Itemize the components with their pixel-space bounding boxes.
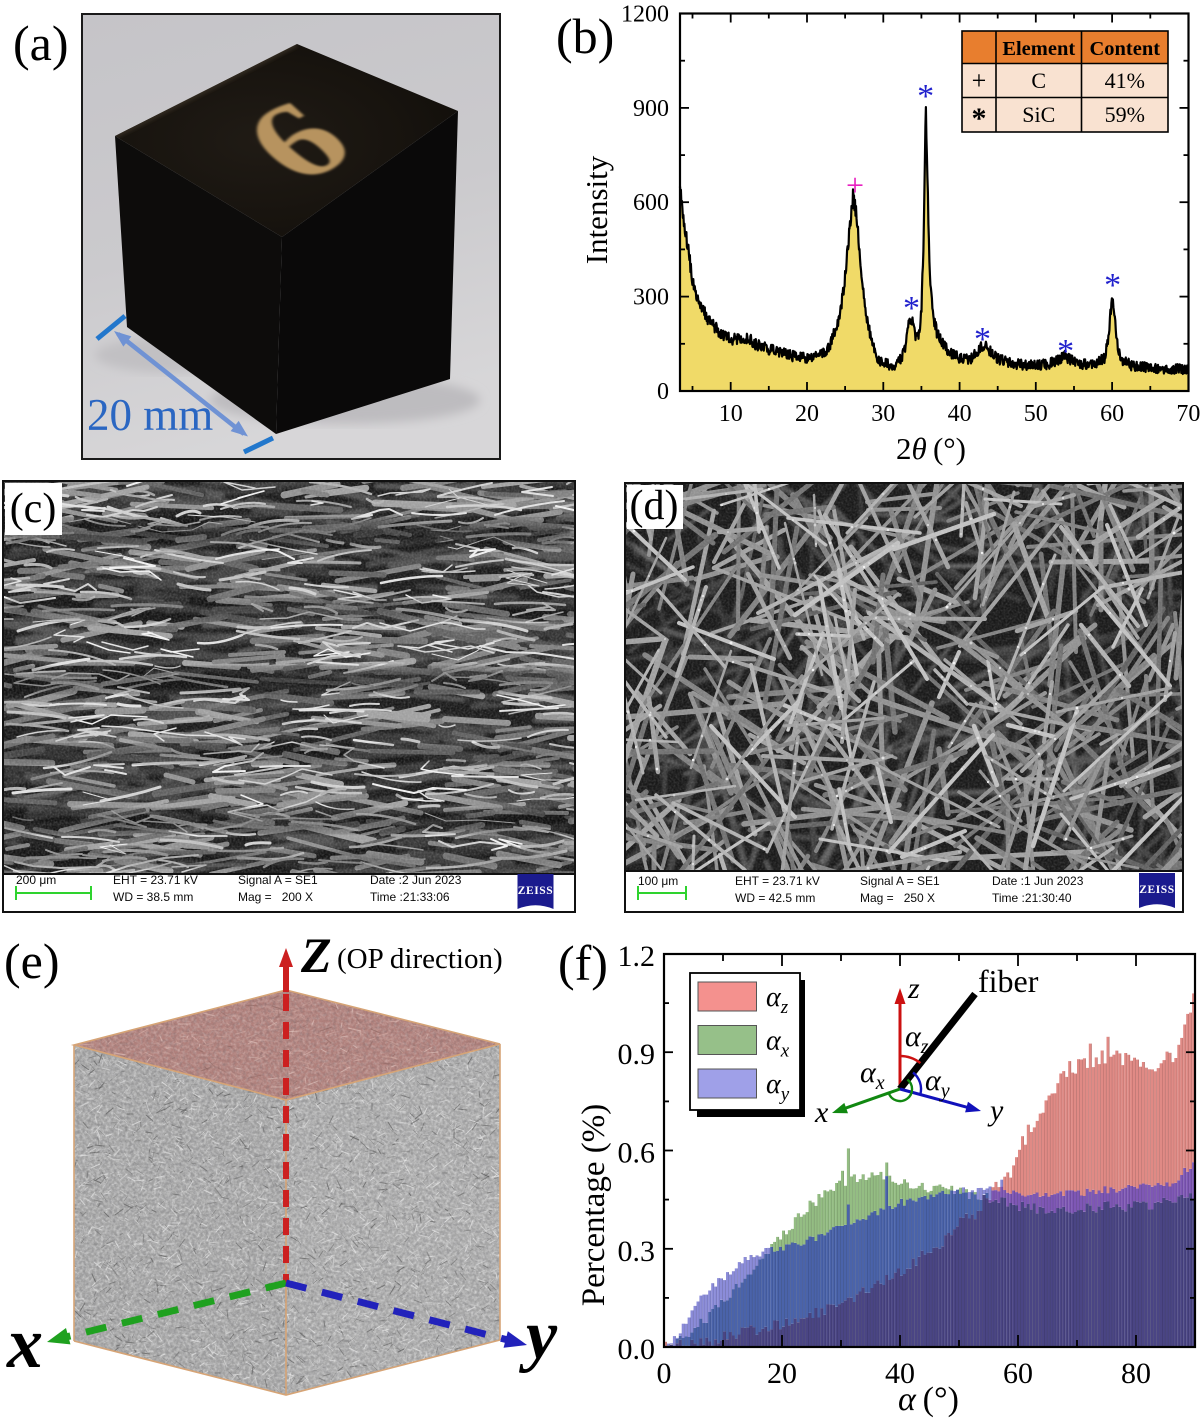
svg-text:(c): (c) xyxy=(10,486,57,532)
svg-text:2θ (°): 2θ (°) xyxy=(896,431,966,466)
svg-text:60: 60 xyxy=(1003,1357,1033,1390)
svg-text:x: x xyxy=(6,1303,43,1383)
svg-text:100 μm: 100 μm xyxy=(638,874,678,888)
svg-text:C: C xyxy=(1031,68,1046,93)
svg-text:(e): (e) xyxy=(4,933,60,989)
svg-text:300: 300 xyxy=(633,285,669,311)
svg-text:1200: 1200 xyxy=(621,2,669,28)
svg-text:*: * xyxy=(917,78,934,115)
svg-text:59%: 59% xyxy=(1105,102,1145,127)
svg-text:(b): (b) xyxy=(556,8,614,64)
svg-text:Time :21:30:40: Time :21:30:40 xyxy=(992,891,1072,905)
svg-text:40: 40 xyxy=(948,401,972,427)
svg-text:Date :1 Jun 2023: Date :1 Jun 2023 xyxy=(992,874,1084,888)
svg-text:30: 30 xyxy=(871,401,895,427)
svg-text:ZEISS: ZEISS xyxy=(518,885,554,897)
svg-text:+: + xyxy=(846,167,864,203)
svg-text:0.9: 0.9 xyxy=(618,1038,656,1071)
svg-text:900: 900 xyxy=(633,96,669,122)
svg-text:70: 70 xyxy=(1176,401,1200,427)
svg-text:Signal A = SE1: Signal A = SE1 xyxy=(860,874,940,888)
svg-text:41%: 41% xyxy=(1105,68,1145,93)
svg-text:EHT = 23.71 kV: EHT = 23.71 kV xyxy=(113,873,198,887)
svg-text:80: 80 xyxy=(1121,1357,1151,1390)
svg-text:0.6: 0.6 xyxy=(618,1137,656,1170)
svg-text:Z: Z xyxy=(300,927,332,983)
svg-text:(f): (f) xyxy=(558,935,608,991)
svg-text:fiber: fiber xyxy=(978,963,1039,999)
svg-text:*: * xyxy=(1057,333,1074,370)
svg-text:1.2: 1.2 xyxy=(618,940,656,973)
svg-text:*: * xyxy=(903,290,920,327)
svg-text:(a): (a) xyxy=(13,15,69,71)
svg-text:x: x xyxy=(814,1096,829,1129)
svg-text:600: 600 xyxy=(633,190,669,216)
svg-text:Content: Content xyxy=(1089,38,1160,60)
svg-text:Signal A = SE1: Signal A = SE1 xyxy=(238,873,318,887)
svg-text:10: 10 xyxy=(719,401,743,427)
svg-text:Element: Element xyxy=(1002,38,1075,60)
svg-text:Mag = 200 X: Mag = 200 X xyxy=(238,890,313,904)
svg-text:50: 50 xyxy=(1024,401,1048,427)
svg-text:Time :21:33:06: Time :21:33:06 xyxy=(370,890,450,904)
svg-text:0: 0 xyxy=(657,1357,672,1390)
svg-text:SiC: SiC xyxy=(1022,102,1055,127)
svg-text:y: y xyxy=(519,1297,558,1374)
svg-text:WD = 38.5 mm: WD = 38.5 mm xyxy=(113,890,193,904)
svg-text:y: y xyxy=(987,1094,1004,1127)
svg-text:60: 60 xyxy=(1100,401,1124,427)
svg-text:0: 0 xyxy=(657,379,669,405)
svg-text:+: + xyxy=(972,66,987,95)
svg-text:Date :2 Jun 2023: Date :2 Jun 2023 xyxy=(370,873,462,887)
svg-text:*: * xyxy=(972,102,987,135)
svg-text:Mag = 250 X: Mag = 250 X xyxy=(860,891,935,905)
svg-text:20 mm: 20 mm xyxy=(87,390,213,440)
svg-text:Percentage (%): Percentage (%) xyxy=(576,1104,612,1306)
svg-text:z: z xyxy=(907,972,920,1005)
svg-text:20: 20 xyxy=(767,1357,797,1390)
svg-text:40: 40 xyxy=(885,1357,915,1390)
svg-text:EHT = 23.71 kV: EHT = 23.71 kV xyxy=(735,874,820,888)
svg-text:WD = 42.5 mm: WD = 42.5 mm xyxy=(735,891,815,905)
svg-text:Intensity: Intensity xyxy=(579,155,614,264)
svg-text:α (°): α (°) xyxy=(898,1381,959,1418)
svg-text:*: * xyxy=(1104,267,1121,304)
svg-text:ZEISS: ZEISS xyxy=(1139,884,1175,896)
svg-text:*: * xyxy=(974,321,991,358)
svg-text:0.3: 0.3 xyxy=(618,1235,656,1268)
svg-text:200 μm: 200 μm xyxy=(16,873,56,887)
svg-text:0.0: 0.0 xyxy=(618,1333,656,1366)
svg-text:(d): (d) xyxy=(630,483,679,529)
svg-text:20: 20 xyxy=(795,401,819,427)
svg-text:(OP direction): (OP direction) xyxy=(337,943,503,975)
